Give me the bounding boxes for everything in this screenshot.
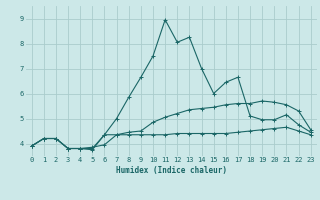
X-axis label: Humidex (Indice chaleur): Humidex (Indice chaleur) bbox=[116, 166, 227, 175]
